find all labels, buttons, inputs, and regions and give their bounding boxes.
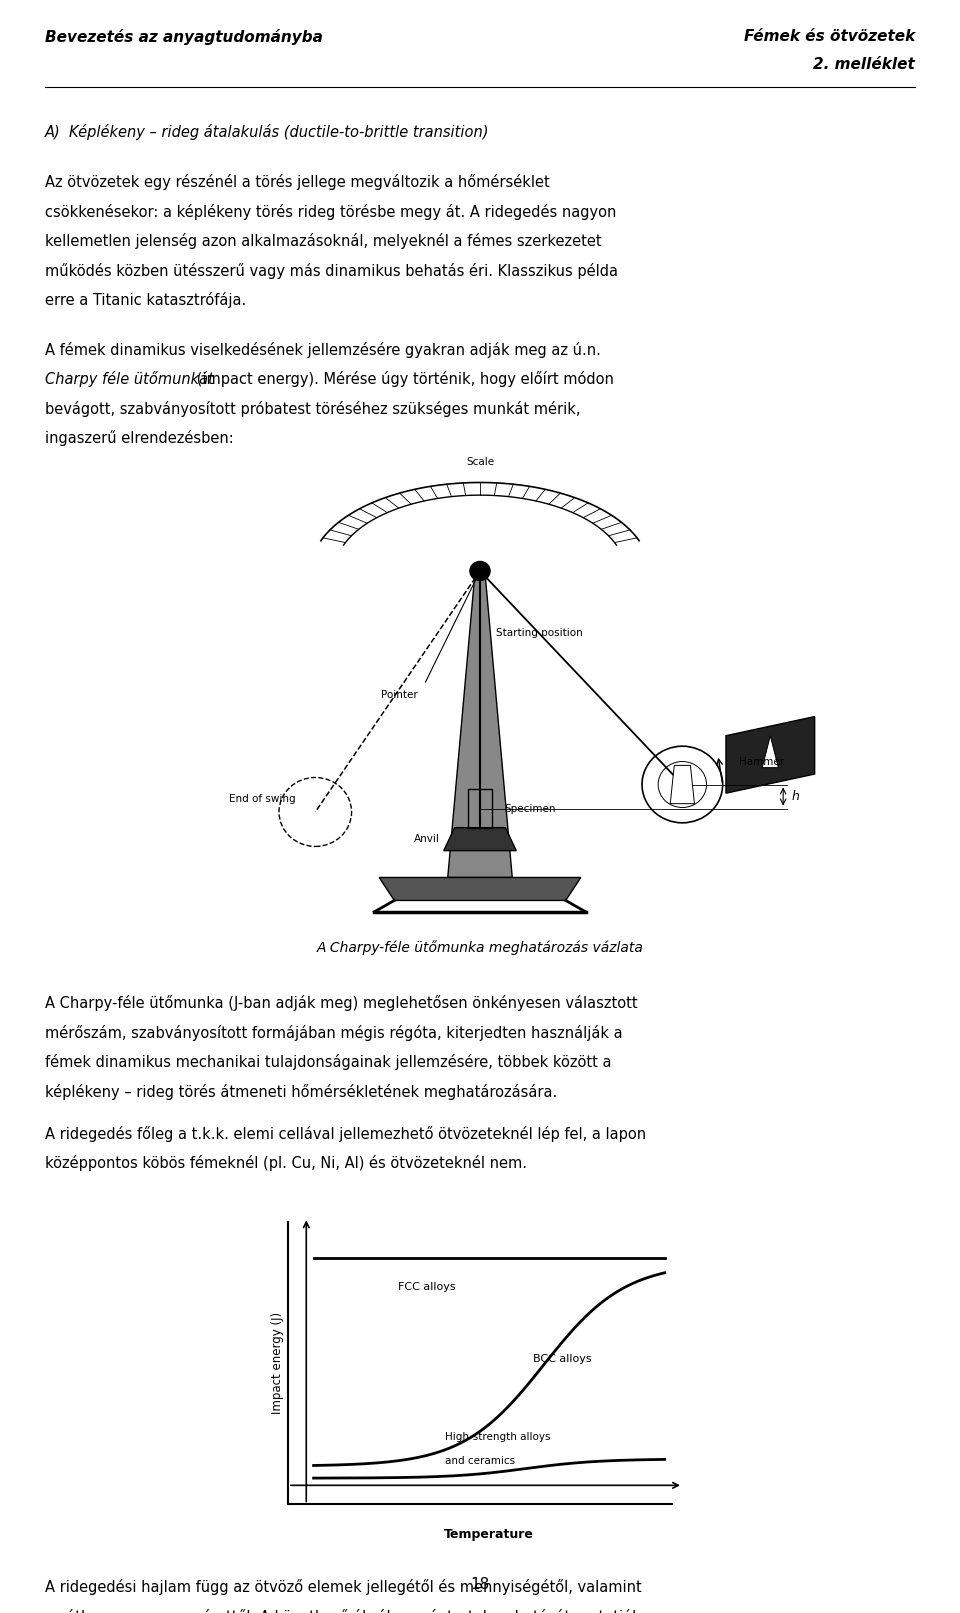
Polygon shape: [726, 716, 815, 794]
Text: and ceramics: and ceramics: [445, 1457, 516, 1466]
Text: erre a Titanic katasztrófája.: erre a Titanic katasztrófája.: [45, 292, 247, 308]
Text: (impact energy). Mérése úgy történik, hogy előírt módon: (impact energy). Mérése úgy történik, ho…: [192, 371, 613, 387]
Text: középpontos köbös fémeknél (pl. Cu, Ni, Al) és ötvözeteknél nem.: középpontos köbös fémeknél (pl. Cu, Ni, …: [45, 1155, 527, 1171]
Text: Specimen: Specimen: [504, 803, 556, 813]
Text: BCC alloys: BCC alloys: [533, 1353, 591, 1363]
Text: A)  Képlékeny – rideg átalakulás (ductile-to-brittle transition): A) Képlékeny – rideg átalakulás (ductile…: [45, 124, 490, 140]
Text: End of swing: End of swing: [228, 794, 295, 805]
Polygon shape: [379, 877, 581, 900]
Text: A fémek dinamikus viselkedésének jellemzésére gyakran adják meg az ú.n.: A fémek dinamikus viselkedésének jellemz…: [45, 342, 601, 358]
Text: 18: 18: [470, 1578, 490, 1592]
Y-axis label: Impact energy (J): Impact energy (J): [271, 1313, 284, 1415]
Text: csökkenésekor: a képlékeny törés rideg törésbe megy át. A ridegedés nagyon: csökkenésekor: a képlékeny törés rideg t…: [45, 203, 616, 219]
Text: 2. melléklet: 2. melléklet: [813, 56, 915, 71]
Text: Scale: Scale: [466, 456, 494, 468]
Text: Hammer: Hammer: [739, 756, 784, 766]
Text: A ridegedési hajlam függ az ötvöző elemek jellegétől és mennyiségétől, valamint: A ridegedési hajlam függ az ötvöző eleme…: [45, 1579, 642, 1595]
Text: képlékeny – rideg törés átmeneti hőmérsékletének meghatározására.: képlékeny – rideg törés átmeneti hőmérsé…: [45, 1084, 558, 1100]
Text: fémek dinamikus mechanikai tulajdonságainak jellemzésére, többek között a: fémek dinamikus mechanikai tulajdonságai…: [45, 1055, 612, 1069]
Polygon shape: [447, 571, 513, 877]
Text: Charpy féle ütőmunkát: Charpy féle ütőmunkát: [45, 371, 214, 387]
Text: Fémek és ötvözetek: Fémek és ötvözetek: [744, 29, 915, 44]
Text: ingaszerű elrendezésben:: ingaszerű elrendezésben:: [45, 431, 234, 447]
Text: bevágott, szabványosított próbatest töréséhez szükséges munkát mérik,: bevágott, szabványosított próbatest töré…: [45, 400, 581, 416]
Text: High-strength alloys: High-strength alloys: [445, 1432, 551, 1442]
Text: az átlagos szemcsemérettől. A következő ábrák a széntartalom hatását mutatják: az átlagos szemcsemérettől. A következő …: [45, 1608, 641, 1613]
Text: mérőszám, szabványosított formájában mégis régóta, kiterjedten használják a: mérőszám, szabványosított formájában még…: [45, 1024, 623, 1040]
Polygon shape: [762, 736, 779, 768]
Text: kellemetlen jelenség azon alkalmazásoknál, melyeknél a fémes szerkezetet: kellemetlen jelenség azon alkalmazásokná…: [45, 232, 602, 248]
Polygon shape: [444, 827, 516, 850]
Circle shape: [470, 561, 490, 581]
Polygon shape: [670, 765, 694, 803]
Text: h: h: [791, 790, 799, 803]
Text: működés közben ütésszerű vagy más dinamikus behatás éri. Klasszikus példa: működés közben ütésszerű vagy más dinami…: [45, 263, 618, 279]
Text: A ridegedés főleg a t.k.k. elemi cellával jellemezhető ötvözeteknél lép fel, a l: A ridegedés főleg a t.k.k. elemi celláva…: [45, 1126, 646, 1142]
Text: A Charpy-féle ütőmunka (J-ban adják meg) meglehetősen önkényesen választott: A Charpy-féle ütőmunka (J-ban adják meg)…: [45, 995, 637, 1011]
Text: Temperature: Temperature: [444, 1529, 534, 1542]
Text: Pointer: Pointer: [381, 690, 418, 700]
Text: A Charpy-féle ütőmunka meghatározás vázlata: A Charpy-féle ütőmunka meghatározás vázl…: [317, 940, 643, 955]
Text: Az ötvözetek egy részénél a törés jellege megváltozik a hőmérséklet: Az ötvözetek egy részénél a törés jelleg…: [45, 174, 550, 190]
Text: Anvil: Anvil: [414, 834, 440, 844]
Text: Starting position: Starting position: [496, 629, 583, 639]
Text: FCC alloys: FCC alloys: [397, 1282, 455, 1292]
Text: Bevezetés az anyagtudományba: Bevezetés az anyagtudományba: [45, 29, 323, 45]
